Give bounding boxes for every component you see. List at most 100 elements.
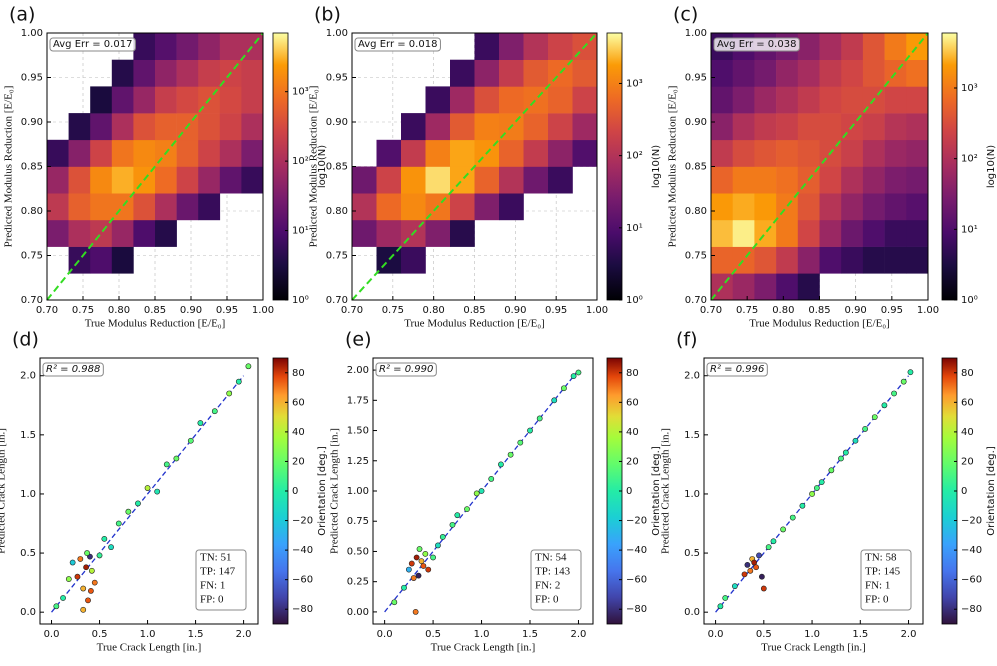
hexbin-cell: [474, 59, 500, 87]
scatter-point: [758, 573, 765, 580]
scatter-point: [756, 552, 762, 559]
hexbin-cell: [884, 139, 907, 167]
hexbin-cell: [155, 113, 177, 141]
stats-line: TN: 51: [200, 552, 231, 564]
x-tick-label: 0.80: [423, 305, 445, 316]
x-tick-label: 1.00: [586, 305, 608, 316]
scatter-point: [907, 369, 914, 376]
hexbin-cell: [819, 246, 842, 274]
y-tick-label: 0.85: [685, 162, 707, 173]
y-tick-label: 0.80: [326, 206, 348, 217]
scatter-point: [74, 573, 81, 580]
hexbin-cell: [176, 166, 199, 194]
hexbin-cell: [47, 166, 69, 194]
scatter-point: [570, 373, 577, 380]
hexbin-cell: [841, 139, 864, 167]
colorbar-tick-label: 10⁰: [961, 295, 978, 306]
x-tick-label: 0.75: [736, 305, 758, 316]
colorbar-tick-label: 80: [292, 368, 305, 379]
hexbin-cell: [219, 113, 242, 141]
hexbin-cell: [176, 193, 199, 221]
hexbin-cell: [450, 193, 475, 221]
colorbar-tick-label: −20: [626, 516, 647, 527]
y-tick-label: 0.85: [326, 162, 348, 173]
colorbar-tick-label: 10¹: [292, 226, 309, 237]
scatter-point: [245, 363, 252, 370]
hexbin-cell: [754, 139, 777, 167]
colorbar-tick-label: 0: [961, 486, 967, 497]
x-tick-label: 0.95: [545, 305, 567, 316]
scatter-point: [88, 567, 95, 574]
hexbin-cell: [111, 166, 134, 194]
hexbin-cell: [841, 33, 864, 60]
hexbin-cell: [155, 59, 177, 87]
scatter-point: [108, 544, 114, 551]
hexbin-cell: [841, 59, 864, 87]
annotation-box: [375, 362, 437, 377]
scatter-point: [449, 521, 456, 528]
y-tick-label: 0.90: [685, 117, 707, 128]
hexbin-cell: [450, 219, 475, 247]
hexbin-cell: [906, 246, 929, 274]
scatter-point: [80, 606, 87, 613]
scatter-point: [454, 512, 461, 519]
hexbin-cell: [241, 166, 264, 194]
y-axis-label: Predicted Modulus Reduction [E/E₀]: [3, 86, 15, 248]
hexbin-cell: [133, 59, 156, 87]
hexbin-cell: [68, 193, 91, 221]
hexbin-cell: [401, 193, 426, 221]
panel: (e) 0.0 0.5 1.0 1.5 2.0 0.00 0.25 0.50 0.75 1.00 1.…: [329, 329, 662, 654]
hexbin-cell: [425, 139, 451, 167]
scatter-point: [84, 550, 90, 556]
panel: (d) 0.0 0.5 1.0 1.5 2.0 0.0 0.5 1.0 1.5 2.0 True Cr…: [0, 329, 328, 654]
hexbin-cell: [906, 139, 929, 167]
scatter-point: [789, 514, 796, 521]
scatter-point: [418, 558, 425, 565]
hexbin-cell: [450, 166, 475, 194]
scatter-point: [412, 609, 419, 615]
hexbin-cell: [90, 246, 113, 274]
scatter-point: [464, 506, 470, 513]
scatter-point: [900, 378, 907, 385]
hexbin-cell: [352, 166, 377, 194]
hexbin-cell: [241, 139, 264, 167]
hexbin-cell: [862, 166, 885, 194]
scatter-point: [154, 488, 161, 495]
x-tick-label: 1.5: [852, 629, 868, 640]
hexbin-cell: [219, 166, 242, 194]
hexbin-cell: [548, 86, 573, 114]
stats-box: [195, 549, 247, 611]
hexbin-cell: [523, 113, 549, 141]
stats-box: [530, 549, 582, 611]
panel: (b) 0.70 0.75 0.80 0.85 0.90 0.95 1.00 0.70 0.75 0…: [308, 4, 662, 330]
scatter-point: [765, 544, 772, 551]
hexbin-cell: [155, 219, 177, 247]
scatter-point: [517, 439, 524, 446]
hexbin-cell: [376, 166, 402, 194]
hexbin-cell: [241, 113, 264, 141]
x-axis-label: True Crack Length [in.]: [761, 642, 866, 654]
x-tick-label: 2.0: [236, 629, 252, 640]
scatter-point: [852, 437, 859, 444]
hexbin-cell: [862, 33, 885, 60]
scatter-point: [842, 449, 849, 456]
annotation: Avg Err = 0.018: [358, 39, 437, 50]
scatter-point: [87, 587, 94, 594]
hexbin-cell: [841, 166, 864, 194]
hexbin-cell: [111, 59, 134, 87]
stats-line: FN: 1: [200, 580, 225, 592]
hexbin-cell: [133, 193, 156, 221]
hexbin-cell: [90, 113, 113, 141]
reference-line: [710, 32, 929, 301]
annotation-box: [49, 37, 136, 52]
x-tick-label: 0.75: [382, 305, 404, 316]
hexbin-cell: [819, 113, 842, 141]
stats-line: FP: 0: [535, 594, 559, 606]
annotation: Avg Err = 0.038: [717, 39, 796, 50]
scatter-point: [235, 378, 242, 385]
hexbin-cell: [176, 86, 199, 114]
hexbin-cell: [219, 139, 242, 167]
colorbar-tick-label: 10²: [961, 154, 978, 165]
y-tick-label: 1.25: [347, 456, 369, 467]
hexbin-cell: [241, 59, 264, 87]
